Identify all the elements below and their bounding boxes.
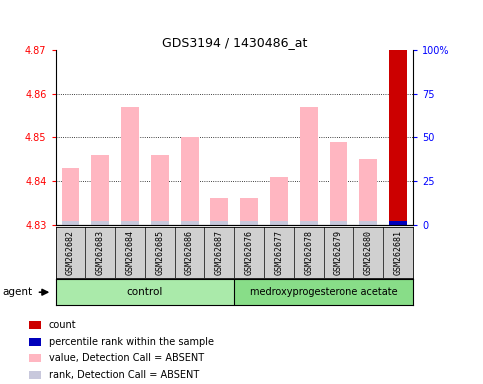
Text: GSM262681: GSM262681 bbox=[394, 230, 402, 275]
Bar bbox=[270, 177, 288, 225]
Bar bbox=[121, 222, 139, 225]
Bar bbox=[240, 199, 258, 225]
Bar bbox=[28, 338, 41, 346]
Bar bbox=[121, 107, 139, 225]
Bar bbox=[91, 155, 109, 225]
Text: GSM262677: GSM262677 bbox=[274, 230, 284, 275]
Text: medroxyprogesterone acetate: medroxyprogesterone acetate bbox=[250, 287, 398, 297]
Text: value, Detection Call = ABSENT: value, Detection Call = ABSENT bbox=[49, 353, 204, 363]
Text: GSM262679: GSM262679 bbox=[334, 230, 343, 275]
Bar bbox=[211, 222, 228, 225]
Bar bbox=[181, 137, 199, 225]
Bar bbox=[359, 159, 377, 225]
Text: GSM262686: GSM262686 bbox=[185, 230, 194, 275]
Bar bbox=[28, 371, 41, 379]
Bar bbox=[300, 222, 318, 225]
Text: count: count bbox=[49, 320, 76, 330]
Text: rank, Detection Call = ABSENT: rank, Detection Call = ABSENT bbox=[49, 370, 199, 380]
Text: GSM262687: GSM262687 bbox=[215, 230, 224, 275]
Bar bbox=[211, 199, 228, 225]
Bar bbox=[389, 222, 407, 225]
Text: GSM262682: GSM262682 bbox=[66, 230, 75, 275]
Bar bbox=[56, 279, 234, 305]
Bar bbox=[234, 279, 413, 305]
Bar bbox=[151, 155, 169, 225]
Bar bbox=[61, 168, 79, 225]
Bar bbox=[329, 142, 347, 225]
Text: GSM262676: GSM262676 bbox=[245, 230, 254, 275]
Bar bbox=[270, 222, 288, 225]
Text: agent: agent bbox=[2, 287, 32, 297]
Bar bbox=[389, 50, 407, 225]
Title: GDS3194 / 1430486_at: GDS3194 / 1430486_at bbox=[162, 36, 307, 49]
Bar bbox=[28, 354, 41, 362]
Bar bbox=[359, 222, 377, 225]
Bar bbox=[181, 222, 199, 225]
Text: GSM262683: GSM262683 bbox=[96, 230, 105, 275]
Text: GSM262685: GSM262685 bbox=[156, 230, 164, 275]
Text: GSM262678: GSM262678 bbox=[304, 230, 313, 275]
Text: percentile rank within the sample: percentile rank within the sample bbox=[49, 337, 214, 347]
Text: GSM262680: GSM262680 bbox=[364, 230, 373, 275]
Bar bbox=[151, 222, 169, 225]
Bar bbox=[28, 321, 41, 329]
Bar bbox=[240, 222, 258, 225]
Bar bbox=[61, 222, 79, 225]
Text: control: control bbox=[127, 287, 163, 297]
Bar bbox=[329, 222, 347, 225]
Bar bbox=[300, 107, 318, 225]
Bar bbox=[91, 222, 109, 225]
Text: GSM262684: GSM262684 bbox=[126, 230, 134, 275]
